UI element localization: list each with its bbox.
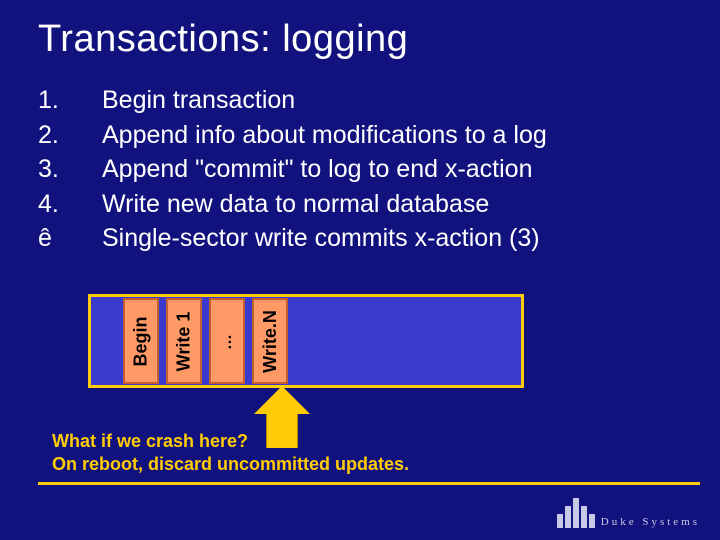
- log-cell-label: …: [218, 332, 236, 350]
- list-item-number: ê: [38, 221, 102, 256]
- list-item: 4.Write new data to normal database: [38, 187, 720, 222]
- list-item-text: Append info about modifications to a log: [102, 118, 547, 153]
- log-cell: Write 1: [166, 298, 202, 384]
- footer-logo: Duke Systems: [557, 498, 700, 528]
- list-item: 1.Begin transaction: [38, 83, 720, 118]
- list-item-text: Write new data to normal database: [102, 187, 489, 222]
- list-item-text: Single-sector write commits x-action (3): [102, 221, 540, 256]
- list-item-number: 2.: [38, 118, 102, 153]
- list-item: 2.Append info about modifications to a l…: [38, 118, 720, 153]
- list-item-text: Begin transaction: [102, 83, 295, 118]
- list-item-number: 4.: [38, 187, 102, 222]
- log-cell: Begin: [123, 298, 159, 384]
- tower-icon: [581, 506, 587, 528]
- log-cell-label: Begin: [131, 316, 152, 366]
- tower-icon: [589, 514, 595, 528]
- list-item: êSingle-sector write commits x-action (3…: [38, 221, 720, 256]
- footer-rule: [38, 482, 700, 485]
- log-cell-label: Write.N: [260, 310, 281, 373]
- tower-icon: [573, 498, 579, 528]
- tower-icon: [565, 506, 571, 528]
- caption-line2: On reboot, discard uncommitted updates.: [52, 453, 409, 476]
- tower-icon: [557, 514, 563, 528]
- log-cell: …: [209, 298, 245, 384]
- caption-line1: What if we crash here?: [52, 430, 409, 453]
- steps-list: 1.Begin transaction2.Append info about m…: [38, 83, 720, 256]
- footer-text: Duke Systems: [601, 516, 700, 528]
- logo-towers-icon: [557, 498, 595, 528]
- list-item-text: Append "commit" to log to end x-action: [102, 152, 532, 187]
- list-item: 3.Append "commit" to log to end x-action: [38, 152, 720, 187]
- caption: What if we crash here? On reboot, discar…: [52, 430, 409, 477]
- list-item-number: 1.: [38, 83, 102, 118]
- slide-title: Transactions: logging: [0, 0, 720, 61]
- list-item-number: 3.: [38, 152, 102, 187]
- arrow-head: [254, 386, 310, 414]
- log-diagram: Begin Write 1 … Write.N: [88, 294, 528, 394]
- log-cell: Write.N: [252, 298, 288, 384]
- log-cell-label: Write 1: [174, 311, 195, 371]
